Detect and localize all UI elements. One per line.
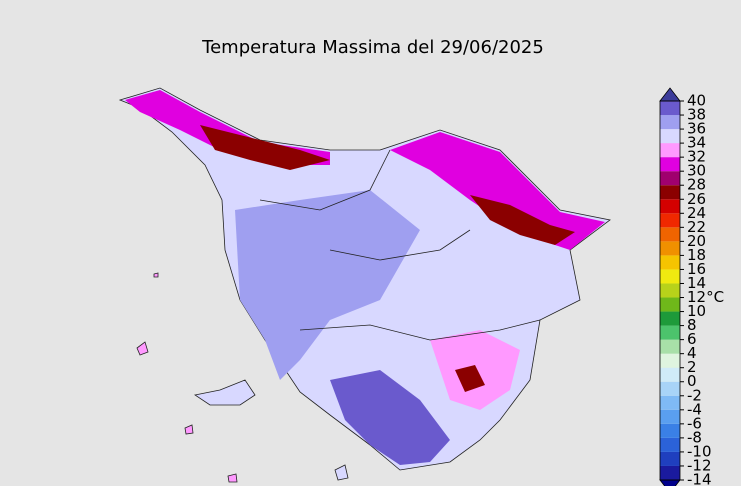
colorbar-tick-label: 30 [687, 162, 706, 180]
colorbar-bin [660, 185, 680, 200]
colorbar-tick-label: 36 [687, 120, 706, 138]
zone-cool [390, 132, 605, 250]
colorbar-bin [660, 367, 680, 382]
colorbar-bin [660, 325, 680, 340]
colorbar-bin [660, 339, 680, 354]
colorbar-tick-label: 38 [687, 106, 706, 124]
colorbar-tick-label: 20 [687, 232, 706, 250]
province-border [299, 319, 541, 341]
colorbar-tick-label: 12°C [687, 288, 724, 306]
colorbar-bin [660, 465, 680, 480]
colorbar-frame [659, 100, 681, 481]
colorbar-bin [660, 171, 680, 186]
colorbar-bin [660, 423, 680, 438]
colorbar-bin [660, 297, 680, 312]
colorbar-bin [660, 395, 680, 410]
colorbar-tick-label: 8 [687, 316, 697, 334]
map-title: Temperatura Massima del 29/06/2025 [201, 37, 544, 58]
colorbar-bin [660, 269, 680, 284]
zone-cool [470, 195, 575, 245]
colorbar-tick-label: 28 [687, 176, 706, 194]
colorbar: -14-12-10-8-6-4-2024681012°C141618202224… [659, 87, 724, 486]
colorbar-tick-label: 0 [687, 372, 697, 390]
colorbar-bin [660, 255, 680, 270]
colorbar-tick-label: 40 [687, 92, 706, 110]
island [193, 379, 256, 406]
province-border [329, 229, 471, 261]
colorbar-tick-label: 26 [687, 190, 706, 208]
colorbar-tick-label: 10 [687, 302, 706, 320]
colorbar-tick-label: 18 [687, 246, 706, 264]
colorbar-bin [660, 381, 680, 396]
colorbar-tick-label: 4 [687, 344, 697, 362]
colorbar-tick-label: 24 [687, 204, 706, 222]
colorbar-bin [660, 143, 680, 158]
colorbar-tick-label: -4 [687, 400, 702, 418]
colorbar-tick-label: 2 [687, 358, 697, 376]
colorbar-bin [660, 213, 680, 228]
colorbar-bin [660, 199, 680, 214]
colorbar-bin [660, 129, 680, 144]
colorbar-bin [660, 353, 680, 368]
colorbar-tick-label: -2 [687, 386, 702, 404]
colorbar-tick-label: -14 [687, 471, 712, 486]
zone-cool [455, 365, 485, 392]
zone-hot [330, 370, 450, 465]
colorbar-bin [660, 227, 680, 242]
colorbar-bin [660, 409, 680, 424]
colorbar-tick-label: 14 [687, 274, 706, 292]
colorbar-tick-label: 34 [687, 134, 706, 152]
colorbar-tick-label: 22 [687, 218, 706, 236]
colorbar-tick-label: -12 [687, 456, 712, 474]
colorbar-bin [660, 101, 680, 116]
island [227, 473, 238, 483]
colorbar-bin [660, 157, 680, 172]
island [334, 464, 349, 481]
colorbar-tick-label: 32 [687, 148, 706, 166]
colorbar-bin [660, 437, 680, 452]
zone-warm [235, 190, 420, 380]
colorbar-tick-label: 16 [687, 260, 706, 278]
colorbar-bin [660, 115, 680, 130]
colorbar-tick-label: -8 [687, 428, 702, 446]
colorbar-bin [660, 283, 680, 298]
colorbar-tick-label: 6 [687, 330, 697, 348]
colorbar-bin [660, 311, 680, 326]
island [136, 341, 149, 356]
province-border [259, 149, 391, 211]
island [153, 272, 159, 278]
zone-cool [200, 125, 330, 170]
tuscany-map [118, 87, 611, 483]
colorbar-bin [660, 241, 680, 256]
colorbar-tick-label: -10 [687, 442, 712, 460]
colorbar-tick-label: -6 [687, 414, 702, 432]
colorbar-bin [660, 451, 680, 466]
island [184, 424, 194, 435]
